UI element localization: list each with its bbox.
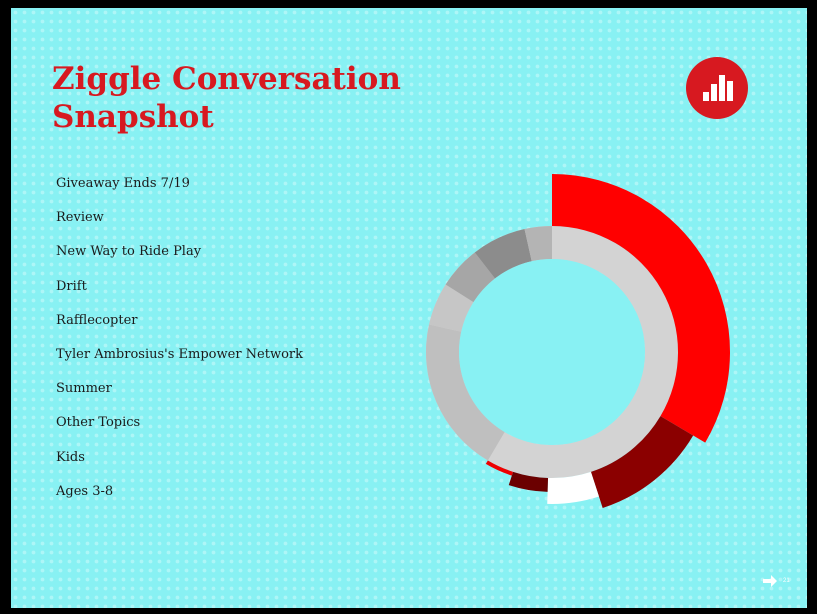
page-number: 21 — [783, 578, 790, 584]
legend-item: Kids — [56, 449, 85, 465]
logo-bar — [719, 75, 725, 101]
donut-segment — [590, 416, 694, 508]
legend-item: Tyler Ambrosius's Empower Network — [56, 346, 304, 362]
bar-chart-icon — [686, 57, 748, 119]
slide-title-line2: Snapshot — [52, 99, 214, 135]
donut-segment — [445, 252, 495, 303]
arrow-right-icon[interactable] — [762, 573, 778, 589]
donut-segment — [485, 460, 514, 476]
donut-hole — [459, 259, 645, 445]
donut-segment — [524, 226, 552, 262]
logo-bar — [727, 81, 733, 101]
slide-title: Ziggle Conversation Snapshot — [52, 60, 401, 136]
legend-item: Rafflecopter — [56, 312, 138, 328]
legend-item: Review — [56, 210, 104, 226]
donut-segment — [547, 471, 599, 504]
chart-legend: Giveaway Ends 7/19 Review New Way to Ride … — [56, 174, 303, 516]
donut-segment — [552, 174, 731, 443]
legend-item: Giveaway Ends 7/19 — [56, 176, 190, 191]
donut-segment — [508, 471, 549, 492]
logo-bar — [711, 84, 717, 101]
donut-segment — [429, 284, 474, 332]
logo-bar — [703, 92, 709, 101]
donut-segment — [474, 229, 532, 279]
legend-item: Ages 3-8 — [56, 483, 114, 499]
legend-item: New Way to Ride Play — [56, 244, 202, 260]
legend-item: Summer — [56, 381, 112, 397]
legend-item: Other Topics — [56, 415, 141, 431]
donut-segment — [426, 324, 505, 461]
legend-item: Drift — [56, 278, 87, 294]
slide-title-line1: Ziggle Conversation — [52, 61, 401, 97]
